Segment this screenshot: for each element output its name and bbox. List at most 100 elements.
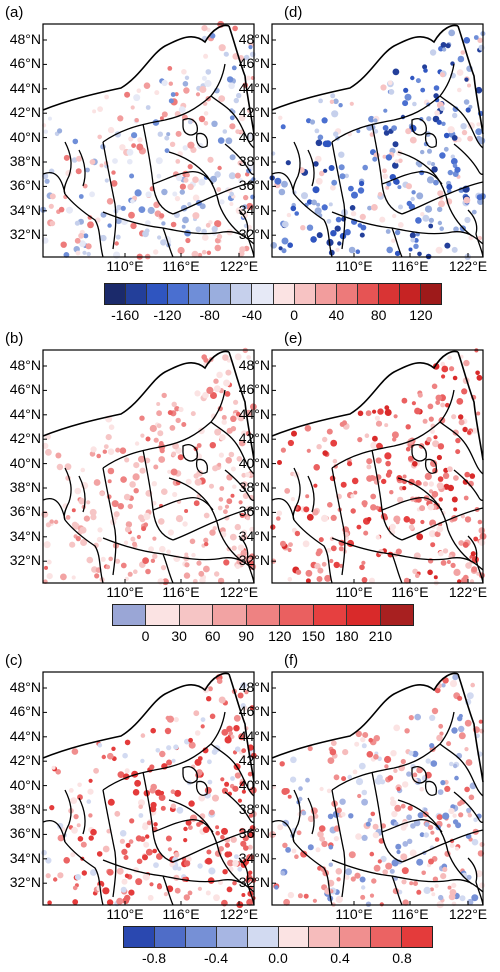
station-marker bbox=[164, 135, 170, 141]
station-marker bbox=[355, 249, 361, 254]
station-marker bbox=[212, 465, 219, 472]
station-marker bbox=[391, 238, 396, 243]
station-marker bbox=[158, 456, 166, 463]
station-marker bbox=[202, 234, 209, 241]
station-marker bbox=[123, 493, 131, 501]
station-marker bbox=[202, 826, 210, 833]
station-marker bbox=[402, 899, 409, 906]
station-marker bbox=[335, 216, 342, 223]
station-marker bbox=[466, 807, 472, 813]
station-marker bbox=[127, 503, 133, 510]
station-marker bbox=[412, 772, 418, 778]
station-marker bbox=[287, 547, 292, 553]
boundary-line bbox=[63, 789, 72, 843]
station-marker bbox=[71, 508, 76, 513]
station-marker bbox=[356, 524, 362, 530]
station-marker bbox=[456, 398, 464, 405]
colorbar-swatch bbox=[189, 284, 211, 304]
station-marker bbox=[112, 158, 118, 164]
station-marker bbox=[166, 715, 174, 723]
station-marker bbox=[338, 546, 344, 552]
station-marker bbox=[377, 408, 384, 415]
station-marker bbox=[400, 825, 407, 831]
station-marker bbox=[104, 94, 109, 100]
station-marker bbox=[312, 898, 317, 903]
station-marker bbox=[463, 574, 469, 581]
station-marker bbox=[463, 495, 469, 501]
station-marker bbox=[433, 575, 438, 580]
station-marker bbox=[290, 497, 295, 502]
longitude-label: 122°E bbox=[219, 906, 259, 922]
station-marker bbox=[365, 821, 371, 827]
latitude-label: 40°N bbox=[238, 776, 270, 793]
station-marker bbox=[385, 229, 391, 234]
station-marker bbox=[231, 545, 237, 551]
colorbar-1 bbox=[104, 283, 442, 305]
boundary-line bbox=[411, 118, 427, 136]
station-marker bbox=[214, 171, 221, 178]
station-marker bbox=[241, 472, 247, 478]
station-marker bbox=[341, 776, 347, 782]
station-marker bbox=[413, 238, 419, 243]
station-marker bbox=[426, 116, 432, 122]
station-marker bbox=[169, 141, 176, 147]
station-marker bbox=[222, 129, 228, 134]
station-marker bbox=[417, 162, 423, 168]
station-marker bbox=[49, 805, 55, 811]
station-marker bbox=[142, 873, 150, 881]
colorbar-swatch bbox=[246, 605, 281, 625]
station-marker bbox=[119, 830, 127, 837]
station-marker bbox=[355, 833, 362, 840]
station-marker bbox=[437, 443, 445, 450]
station-marker bbox=[452, 674, 459, 681]
station-marker bbox=[214, 428, 222, 436]
boundary-line bbox=[447, 529, 473, 563]
station-marker bbox=[120, 476, 127, 483]
station-marker bbox=[197, 252, 203, 258]
station-marker bbox=[171, 451, 177, 457]
boundary-line bbox=[78, 149, 86, 187]
station-marker bbox=[314, 562, 321, 570]
station-marker bbox=[208, 867, 216, 875]
station-marker bbox=[386, 246, 393, 254]
station-marker bbox=[196, 769, 203, 776]
station-marker bbox=[446, 741, 452, 747]
boundary-line bbox=[238, 209, 255, 258]
station-marker bbox=[389, 490, 394, 495]
colorbar-swatch bbox=[146, 605, 180, 625]
station-marker bbox=[245, 75, 251, 81]
station-marker bbox=[426, 176, 435, 184]
station-marker bbox=[242, 835, 249, 842]
station-marker bbox=[167, 469, 172, 474]
station-marker bbox=[139, 415, 145, 421]
station-marker bbox=[239, 246, 246, 253]
station-marker bbox=[236, 456, 243, 462]
colorbar-swatch bbox=[105, 284, 127, 304]
station-marker bbox=[120, 205, 126, 211]
station-marker bbox=[213, 894, 220, 902]
station-marker bbox=[138, 799, 145, 807]
panel-border bbox=[42, 349, 255, 584]
station-marker bbox=[452, 106, 459, 112]
station-marker bbox=[370, 811, 376, 817]
station-marker bbox=[117, 771, 125, 778]
station-marker bbox=[209, 713, 216, 720]
station-marker bbox=[129, 818, 135, 824]
station-marker bbox=[158, 518, 165, 525]
station-marker bbox=[92, 109, 97, 114]
station-marker bbox=[477, 519, 483, 525]
map-panel-a bbox=[40, 20, 256, 260]
station-marker bbox=[182, 81, 189, 87]
station-marker bbox=[181, 69, 187, 75]
station-marker bbox=[447, 885, 452, 890]
station-marker bbox=[431, 892, 436, 897]
station-marker bbox=[193, 500, 200, 507]
station-marker bbox=[270, 242, 277, 249]
station-marker bbox=[342, 749, 349, 756]
station-marker bbox=[242, 204, 248, 210]
station-marker bbox=[57, 834, 65, 842]
station-marker bbox=[337, 241, 342, 246]
colorbar-swatch bbox=[371, 927, 403, 947]
station-marker bbox=[361, 577, 368, 583]
station-marker bbox=[88, 813, 93, 818]
